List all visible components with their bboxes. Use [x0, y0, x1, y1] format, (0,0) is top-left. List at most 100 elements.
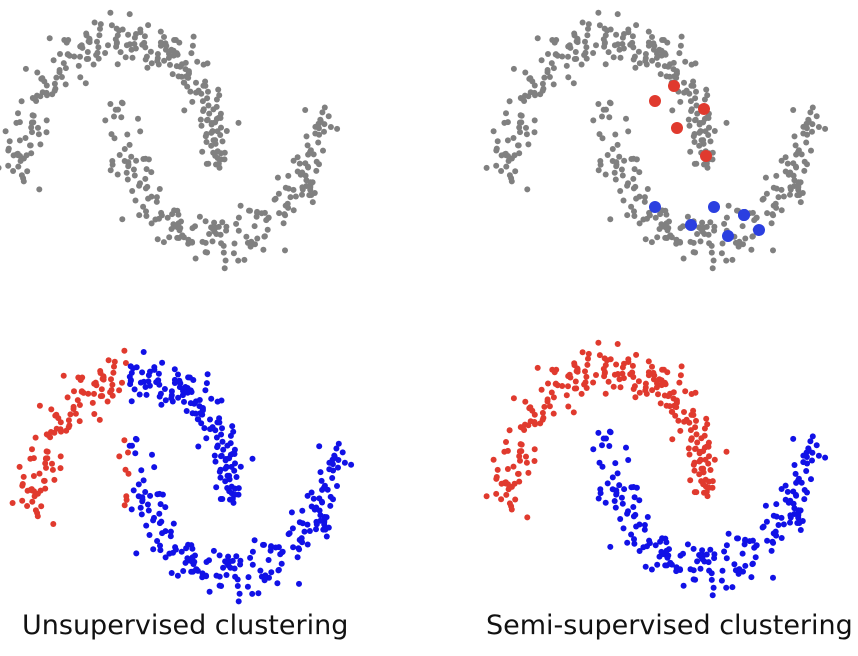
cluster-blue-point — [636, 548, 643, 554]
unlabeled-point — [63, 39, 70, 46]
unlabeled-point — [699, 219, 706, 226]
cluster-blue-point — [135, 493, 142, 500]
cluster-blue-point — [184, 555, 191, 562]
cluster-red-point — [692, 446, 698, 452]
cluster-blue-point — [705, 559, 712, 566]
unlabeled-point — [809, 104, 816, 111]
cluster-red-point — [645, 369, 652, 376]
unlabeled-point — [309, 179, 316, 186]
cluster-blue-point — [142, 489, 149, 495]
unlabeled-point — [718, 250, 725, 257]
unlabeled-point — [60, 60, 67, 67]
unlabeled-point — [611, 42, 618, 49]
labeled-red-point — [671, 122, 683, 134]
cluster-blue-point — [324, 486, 331, 493]
unlabeled-point — [215, 86, 222, 93]
cluster-blue-point — [798, 479, 805, 486]
cluster-red-point — [504, 466, 511, 472]
unlabeled-point — [551, 39, 558, 46]
unlabeled-point — [711, 128, 718, 134]
unlabeled-point — [132, 197, 139, 204]
cluster-blue-point — [182, 384, 189, 390]
unlabeled-point — [640, 216, 647, 223]
cluster-red-point — [705, 439, 712, 446]
unlabeled-point — [282, 212, 289, 219]
unlabeled-point — [10, 168, 17, 174]
cluster-blue-point — [143, 522, 150, 529]
unlabeled-point — [565, 74, 572, 81]
unlabeled-point — [663, 211, 670, 218]
unlabeled-point — [219, 138, 226, 145]
cluster-blue-point — [159, 359, 166, 366]
unlabeled-point — [35, 124, 41, 131]
cluster-red-point — [692, 424, 699, 431]
cluster-red-point — [617, 384, 624, 391]
cluster-red-point — [503, 439, 509, 445]
unlabeled-point — [606, 114, 613, 121]
unlabeled-point — [36, 186, 43, 193]
unlabeled-point — [260, 246, 267, 253]
unlabeled-point — [235, 227, 242, 234]
unlabeled-point — [241, 256, 248, 263]
cluster-blue-point — [794, 520, 801, 526]
cluster-blue-point — [249, 561, 256, 568]
unlabeled-point — [97, 25, 103, 32]
cluster-blue-point — [640, 544, 647, 551]
cluster-red-point — [539, 416, 546, 423]
unlabeled-point — [35, 131, 42, 138]
cluster-blue-point — [739, 550, 746, 557]
cluster-red-point — [65, 417, 72, 424]
cluster-red-point — [517, 441, 524, 448]
unlabeled-point — [175, 211, 182, 218]
unlabeled-point — [702, 128, 709, 135]
cluster-blue-point — [694, 558, 701, 565]
cluster-blue-point — [218, 453, 224, 460]
unlabeled-point — [693, 160, 700, 167]
unlabeled-point — [327, 124, 334, 130]
cluster-red-point — [678, 363, 685, 370]
unlabeled-point — [548, 60, 555, 67]
cluster-blue-point — [618, 494, 625, 501]
unlabeled-point — [53, 74, 60, 81]
unlabeled-point — [603, 106, 609, 113]
cluster-blue-point — [708, 576, 715, 583]
unlabeled-point — [649, 34, 655, 40]
cluster-blue-point — [175, 394, 182, 401]
unlabeled-point — [706, 240, 713, 247]
unlabeled-point — [607, 216, 614, 223]
cluster-blue-point — [607, 429, 614, 436]
unlabeled-point — [636, 193, 643, 200]
cluster-red-point — [36, 402, 43, 409]
cluster-blue-point — [151, 464, 158, 471]
cluster-red-point — [595, 339, 602, 346]
unlabeled-point — [642, 51, 649, 57]
unlabeled-point — [83, 56, 90, 62]
unlabeled-point — [503, 110, 509, 117]
unlabeled-point — [125, 31, 132, 38]
panel-raw-with-labels — [483, 9, 829, 272]
unlabeled-point — [633, 22, 640, 29]
cluster-blue-point — [204, 371, 211, 378]
unlabeled-point — [605, 49, 612, 56]
unlabeled-point — [77, 43, 84, 50]
cluster-blue-point — [132, 450, 139, 457]
unlabeled-point — [202, 78, 209, 85]
unlabeled-point — [617, 188, 624, 194]
cluster-red-point — [658, 382, 665, 389]
cluster-blue-point — [335, 464, 341, 471]
cluster-blue-point — [228, 483, 235, 490]
cluster-red-point — [649, 387, 656, 394]
unlabeled-point — [670, 59, 677, 66]
unlabeled-point — [108, 131, 115, 138]
cluster-red-point — [524, 514, 531, 521]
cluster-blue-point — [214, 398, 221, 405]
cluster-blue-point — [778, 514, 785, 521]
unlabeled-point — [90, 61, 97, 68]
cluster-red-point — [110, 369, 117, 376]
unlabeled-point — [6, 138, 13, 145]
unlabeled-point — [686, 122, 693, 129]
unlabeled-point — [666, 233, 673, 239]
cluster-red-point — [72, 410, 79, 417]
cluster-red-point — [490, 456, 497, 463]
unlabeled-point — [135, 115, 141, 122]
